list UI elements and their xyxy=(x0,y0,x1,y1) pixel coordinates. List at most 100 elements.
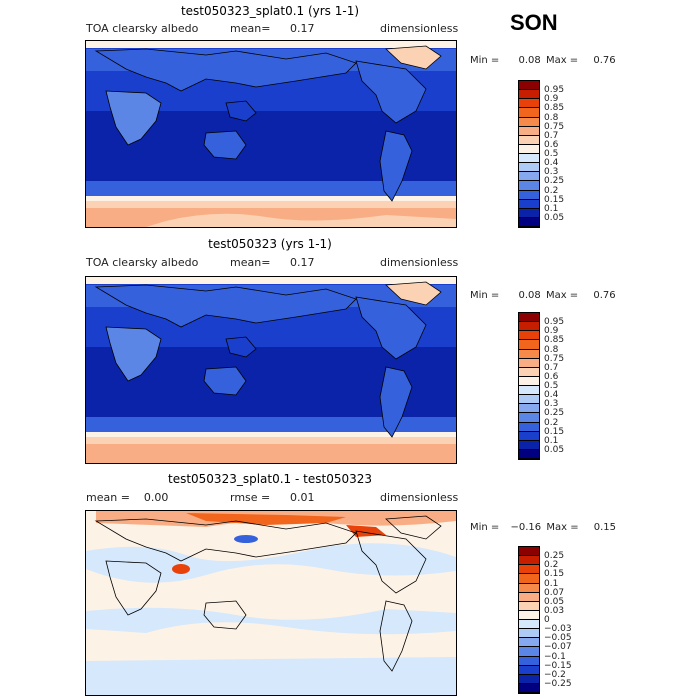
colorbar-tick-label: 0.95 xyxy=(544,317,565,328)
colorbar-swatch xyxy=(519,665,539,675)
map-plot xyxy=(85,276,457,464)
field-label: TOA clearsky albedo xyxy=(86,256,199,269)
colorbar-swatch xyxy=(519,81,539,91)
colorbar-tick-label: 0.85 xyxy=(544,335,565,346)
colorbar-swatch xyxy=(519,431,539,441)
colorbar-swatch xyxy=(519,340,539,350)
colorbar-swatch xyxy=(519,172,539,182)
colorbar-tick-label: 0.8 xyxy=(544,112,559,123)
colorbar-swatch xyxy=(519,574,539,584)
colorbar-swatch xyxy=(519,404,539,414)
colorbar-tick-label: 0.85 xyxy=(544,103,565,114)
colorbar-swatch xyxy=(519,629,539,639)
colorbar-tick-label: 0.07 xyxy=(544,587,565,598)
colorbar-tick-label: 0.2 xyxy=(544,185,559,196)
map-plot xyxy=(85,510,457,696)
mean-label: mean= xyxy=(230,22,271,35)
colorbar-swatch xyxy=(519,349,539,359)
colorbar-swatch xyxy=(519,620,539,630)
colorbar-tick-label: 0.95 xyxy=(544,85,565,96)
colorbar-swatch xyxy=(519,638,539,648)
max-value: 0.15 xyxy=(593,522,617,533)
colorbar-swatch xyxy=(519,547,539,557)
colorbar-swatch xyxy=(519,556,539,566)
colorbar-tick-label: 0.1 xyxy=(544,203,559,214)
colorbar-tick-label: 0.25 xyxy=(544,408,565,419)
min-label: Min = xyxy=(470,55,500,66)
colorbar-tick-label: −0.25 xyxy=(544,678,572,689)
colorbar-tick-label: 0.15 xyxy=(544,569,565,580)
colorbar-tick-label: 0.2 xyxy=(544,417,559,428)
colorbar-tick-label: 0.8 xyxy=(544,344,559,355)
colorbar-swatch xyxy=(519,99,539,109)
colorbar-tick-label: 0.3 xyxy=(544,399,559,410)
colorbar-swatch xyxy=(519,135,539,145)
colorbar-swatch xyxy=(519,601,539,611)
colorbar-tick-label: 0.05 xyxy=(544,444,565,455)
units-label: dimensionless xyxy=(380,256,459,269)
colorbar-tick-label: 0.3 xyxy=(544,167,559,178)
colorbar-tick-label: 0.1 xyxy=(544,578,559,589)
rmse-value: 0.01 xyxy=(290,491,315,504)
colorbar-tick-label: 0.2 xyxy=(544,560,559,571)
colorbar-tick-label: 0.6 xyxy=(544,371,559,382)
min-label: Min = xyxy=(470,290,500,301)
colorbar-swatch xyxy=(519,313,539,323)
map-plot xyxy=(85,40,457,228)
colorbar-swatch xyxy=(519,449,539,459)
colorbar-swatch xyxy=(519,395,539,405)
colorbar-tick-label: 0.7 xyxy=(544,362,559,373)
colorbar: 0.25 0.2 0.15 0.1 0.07 0.05 0.03 0 −0.03 −0.05 −0.… xyxy=(518,546,572,694)
colorbar-swatch xyxy=(519,583,539,593)
colorbar-swatch xyxy=(519,592,539,602)
colorbar: 0.95 0.9 0.85 0.8 0.75 0.7 0.6 0.5 0.4 0.3 0.25 0.2… xyxy=(518,80,564,228)
colorbar-tick-label: −0.05 xyxy=(544,633,572,644)
min-value: 0.08 xyxy=(518,290,541,301)
mean-value: 0.17 xyxy=(290,22,315,35)
colorbar-swatch xyxy=(519,190,539,200)
colorbar-tick-label: 0.4 xyxy=(544,390,559,401)
units-label: dimensionless xyxy=(380,22,459,35)
colorbar-swatch xyxy=(519,331,539,341)
colorbar-swatch xyxy=(519,154,539,164)
min-max-readout: Min = 0.08 Max = 0.76 xyxy=(470,290,616,301)
colorbar: 0.95 0.9 0.85 0.8 0.75 0.7 0.6 0.5 0.4 0.3 0.25 0.2… xyxy=(518,312,564,460)
colorbar-swatch xyxy=(519,386,539,396)
colorbar-swatch xyxy=(519,376,539,386)
colorbar-tick-label: 0.15 xyxy=(544,426,565,437)
colorbar-swatch xyxy=(519,108,539,118)
season-label: SON xyxy=(510,10,558,35)
colorbar-swatch xyxy=(519,656,539,666)
units-label: dimensionless xyxy=(380,491,459,504)
max-label: Max = xyxy=(546,522,579,533)
colorbar-swatch xyxy=(519,144,539,154)
mean-label: mean= xyxy=(230,256,271,269)
max-value: 0.76 xyxy=(593,55,616,66)
colorbar-tick-label: 0.15 xyxy=(544,194,565,205)
colorbar-swatch xyxy=(519,90,539,100)
min-label: Min = xyxy=(470,522,500,533)
colorbar-swatch xyxy=(519,117,539,127)
colorbar-tick-label: −0.1 xyxy=(544,651,566,662)
min-value: −0.16 xyxy=(510,522,542,533)
max-label: Max = xyxy=(545,290,579,301)
panel-title: test050323 (yrs 1-1) xyxy=(208,237,332,251)
min-max-readout: Min = 0.08 Max = 0.76 xyxy=(470,55,616,66)
colorbar-tick-label: 0.05 xyxy=(544,596,565,607)
colorbar-tick-label: 0 xyxy=(544,615,550,625)
mean-value: 0.17 xyxy=(290,256,315,269)
colorbar-swatch xyxy=(519,647,539,657)
panel-title: test050323_splat0.1 - test050323 xyxy=(167,472,372,486)
colorbar-tick-label: 0.25 xyxy=(544,551,565,562)
colorbar-tick-label: 0.5 xyxy=(544,381,559,391)
colorbar-swatch xyxy=(519,413,539,423)
colorbar-swatch xyxy=(519,199,539,209)
colorbar-tick-label: 0.75 xyxy=(544,353,565,364)
colorbar-swatch xyxy=(519,440,539,450)
colorbar-swatch xyxy=(519,610,539,620)
colorbar-tick-label: 0.5 xyxy=(544,149,559,159)
colorbar-swatch xyxy=(519,367,539,377)
colorbar-swatch xyxy=(519,358,539,368)
colorbar-swatch xyxy=(519,163,539,173)
colorbar-tick-label: 0.9 xyxy=(544,94,559,105)
